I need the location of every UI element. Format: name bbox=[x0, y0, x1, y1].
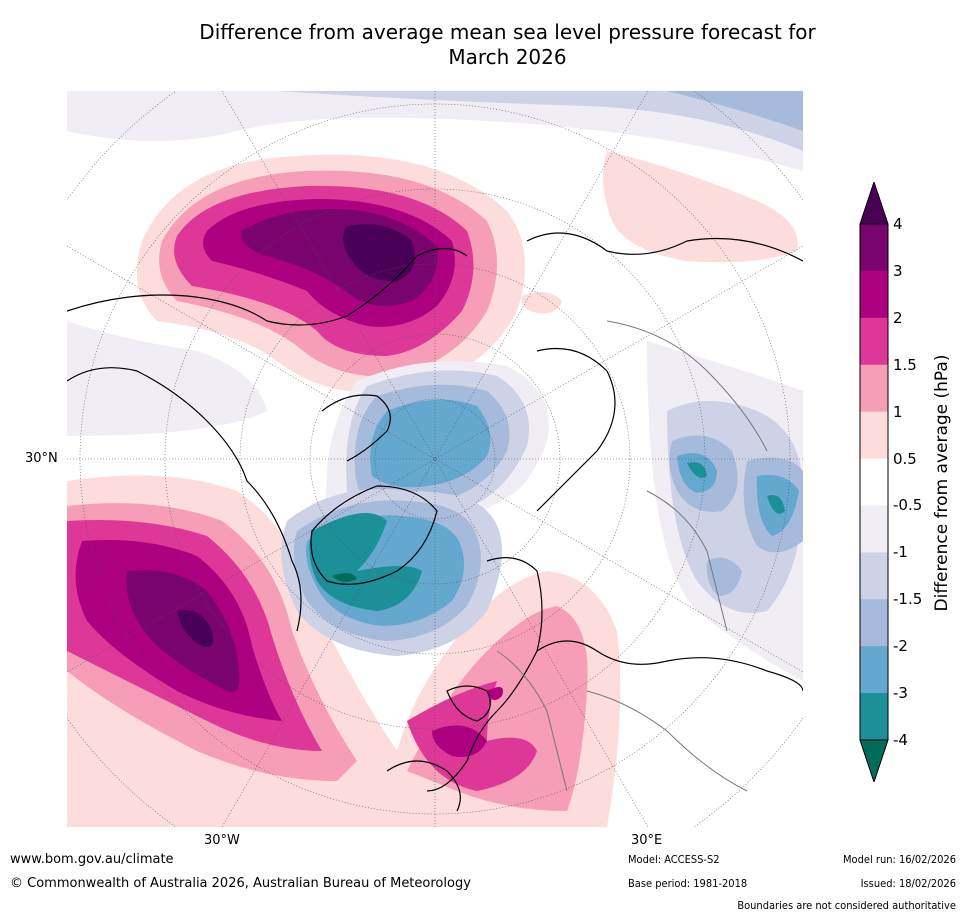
colorbar-tick-label: 0.5 bbox=[893, 449, 917, 468]
footer-model-run: Model run: 16/02/2026 bbox=[843, 853, 956, 866]
footer-website[interactable]: www.bom.gov.au/climate bbox=[10, 852, 174, 867]
north-pacific-high bbox=[137, 154, 525, 393]
colorbar-extend-min bbox=[859, 739, 889, 782]
colorbar-band bbox=[860, 270, 888, 319]
colorbar-band bbox=[860, 646, 888, 694]
chart-title: Difference from average mean sea level p… bbox=[60, 20, 955, 70]
colorbar-tick-label: 1.5 bbox=[893, 355, 917, 374]
footer-issued: Issued: 18/02/2026 bbox=[860, 877, 956, 890]
colorbar-tick-label: 4 bbox=[893, 215, 903, 233]
title-line-1: Difference from average mean sea level p… bbox=[199, 20, 816, 44]
lon-label-30e: 30°E bbox=[631, 833, 663, 848]
colorbar-band bbox=[860, 599, 888, 647]
lon-label-30w: 30°W bbox=[204, 833, 240, 848]
colorbar-tick-label: -1.5 bbox=[893, 590, 923, 609]
colorbar-tick-label: 3 bbox=[893, 261, 903, 280]
footer-copyright: © Commonwealth of Australia 2026, Austra… bbox=[10, 876, 471, 891]
footer-disclaimer: Boundaries are not considered authoritat… bbox=[737, 899, 956, 912]
north-atlantic-high bbox=[67, 475, 412, 827]
colorbar-band bbox=[860, 317, 888, 366]
lat-label-30n: 30°N bbox=[25, 451, 58, 466]
graticule bbox=[67, 91, 803, 827]
colorbar-tick-label: -2 bbox=[893, 637, 908, 656]
coastlines bbox=[67, 232, 803, 812]
colorbar-band bbox=[860, 411, 888, 460]
colorbar-tick-label: 1 bbox=[893, 402, 903, 421]
colorbar-tick-label: -1 bbox=[893, 543, 908, 562]
footer-base-period: Base period: 1981-2018 bbox=[628, 877, 748, 890]
colorbar-band bbox=[860, 364, 888, 413]
anomaly-map bbox=[67, 91, 803, 827]
colorbar-band bbox=[860, 224, 888, 272]
central-asia-low bbox=[667, 401, 803, 613]
colorbar-tick-label: -0.5 bbox=[893, 496, 923, 515]
colorbar-title: Difference from average (hPa) bbox=[932, 354, 952, 612]
country-borders bbox=[496, 320, 768, 792]
greenland-low bbox=[281, 489, 502, 656]
colorbar-band bbox=[860, 552, 888, 600]
footer-model: Model: ACCESS-S2 bbox=[628, 853, 720, 866]
colorbar-extend-max bbox=[859, 182, 889, 225]
europe-mediterranean-high bbox=[387, 571, 621, 827]
map-panel bbox=[67, 91, 803, 827]
colorbar-tick-label: -3 bbox=[893, 684, 908, 703]
colorbar-band bbox=[860, 458, 888, 506]
title-line-2: March 2026 bbox=[448, 45, 567, 69]
colorbar-tick-label: -4 bbox=[893, 731, 908, 749]
colorbar bbox=[859, 182, 889, 782]
colorbar-tick-label: 2 bbox=[893, 308, 903, 327]
colorbar-band bbox=[860, 693, 888, 741]
colorbar-band bbox=[860, 505, 888, 553]
siberia-weak-high bbox=[521, 151, 798, 314]
